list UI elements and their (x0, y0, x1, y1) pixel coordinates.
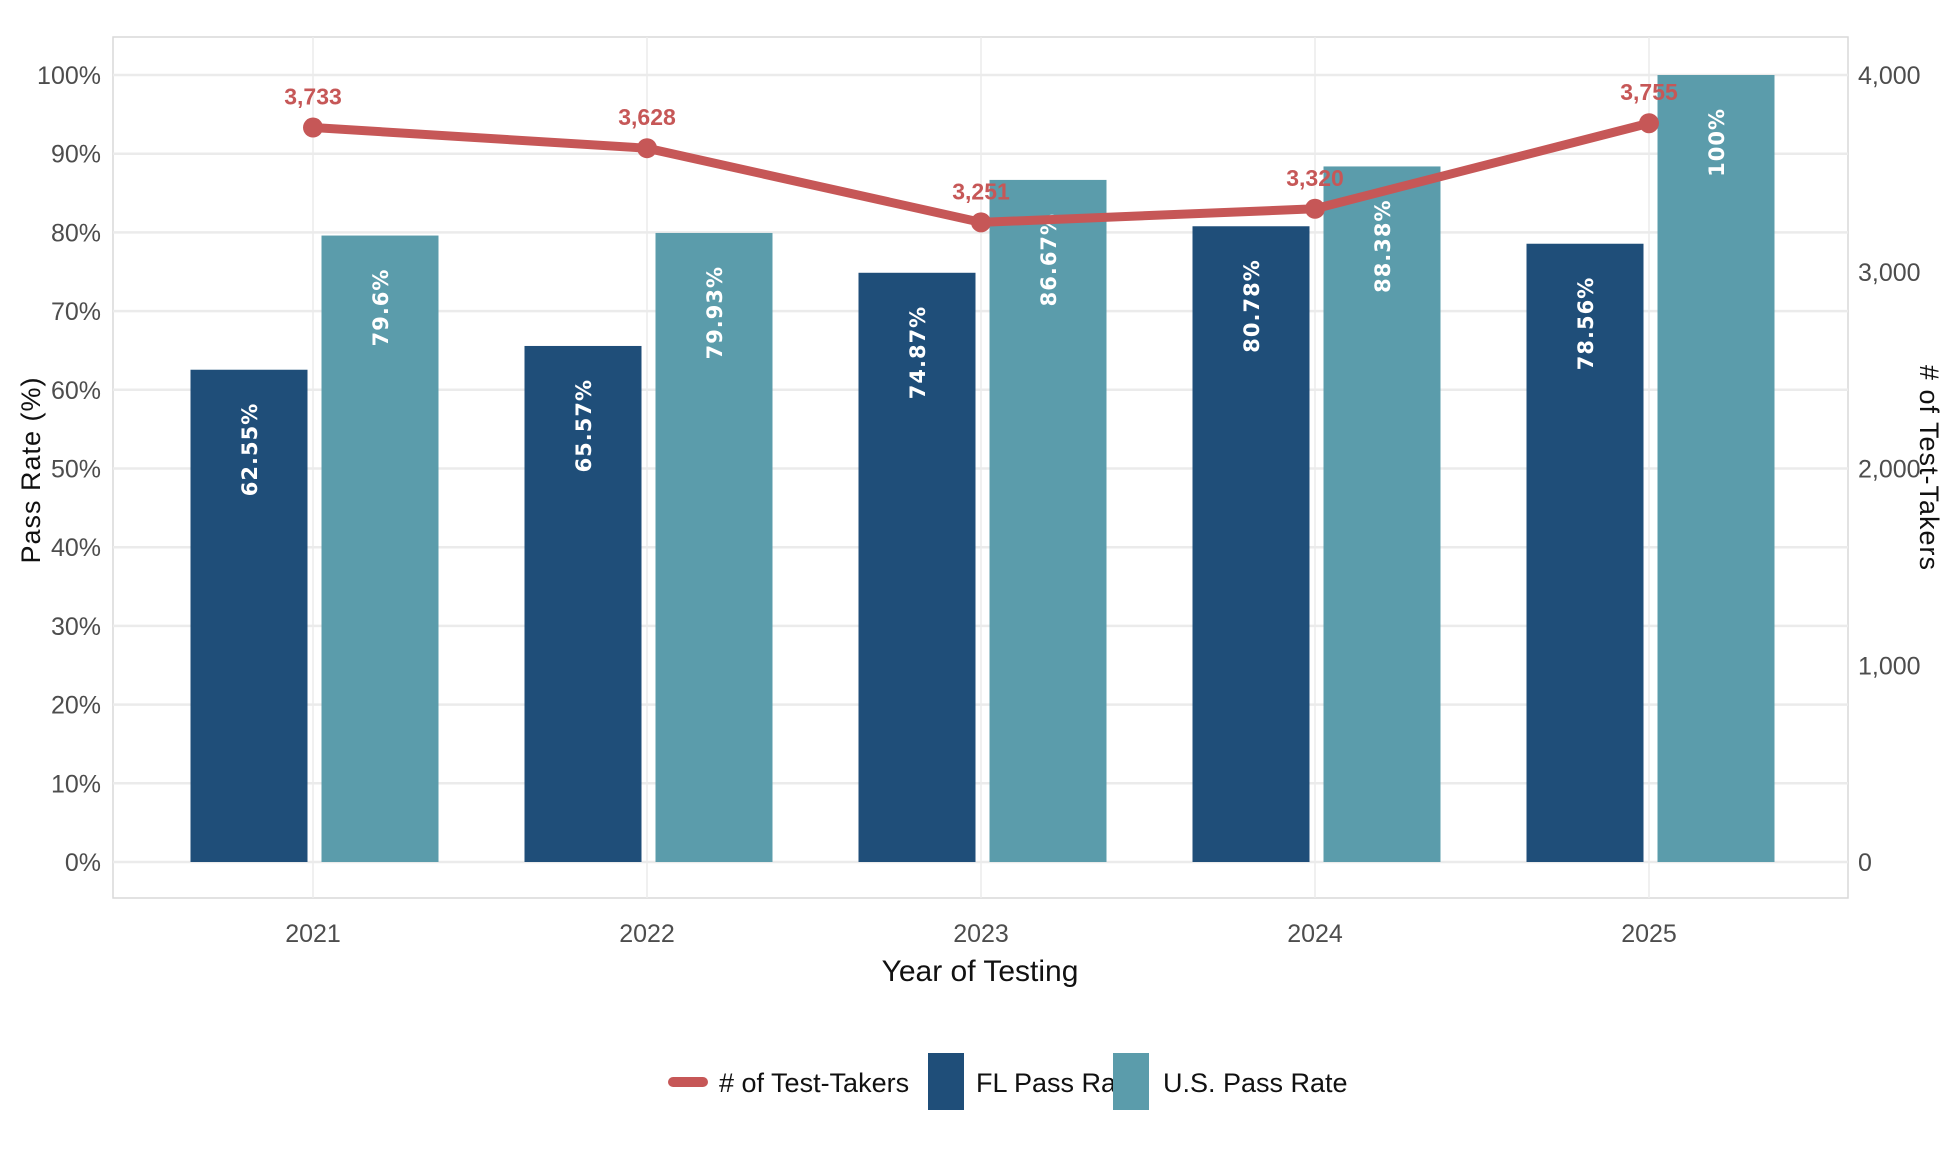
y2-tick-label: 1,000 (1858, 652, 1921, 680)
y2-axis-title: # of Test-Takers (1914, 365, 1944, 571)
y2-tick-label: 2,000 (1858, 456, 1921, 484)
y-tick-label: 70% (51, 298, 101, 326)
y-tick-label: 60% (51, 377, 101, 405)
test-takers-label: 3,251 (952, 178, 1010, 204)
x-tick-label: 2024 (1287, 920, 1343, 948)
test-takers-point (1305, 198, 1325, 219)
y2-tick-label: 0 (1858, 849, 1872, 877)
us-pass-rate-label: 79.6% (369, 269, 393, 347)
test-takers-point (637, 138, 657, 159)
test-takers-label: 3,320 (1286, 165, 1344, 191)
y-tick-label: 20% (51, 692, 101, 720)
y-tick-label: 40% (51, 534, 101, 562)
fl-pass-rate-label: 78.56% (1574, 277, 1598, 370)
y-tick-label: 50% (51, 456, 101, 484)
test-takers-point (971, 212, 991, 233)
fl-pass-rate-label: 74.87% (906, 306, 930, 399)
y-tick-label: 30% (51, 613, 101, 641)
y-tick-label: 90% (51, 141, 101, 169)
y-tick-label: 10% (51, 770, 101, 798)
test-takers-label: 3,755 (1620, 79, 1678, 105)
us-pass-rate-bar (655, 232, 773, 862)
fl-pass-rate-bar (858, 272, 976, 863)
y-axis-title: Pass Rate (%) (16, 376, 46, 563)
legend-label-test-takers: # of Test-Takers (719, 1068, 909, 1098)
y2-tick-label: 4,000 (1858, 62, 1921, 90)
us-pass-rate-bar (1657, 75, 1775, 862)
fl-pass-rate-label: 62.55% (238, 403, 262, 496)
x-tick-label: 2021 (285, 920, 341, 948)
y-tick-label: 0% (65, 849, 101, 877)
legend-label-us: U.S. Pass Rate (1163, 1068, 1348, 1098)
fl-pass-rate-label: 65.57% (572, 379, 596, 472)
x-tick-label: 2022 (619, 920, 675, 948)
legend-swatch-fl (928, 1053, 964, 1110)
legend-label-fl: FL Pass Rate (976, 1068, 1139, 1098)
us-pass-rate-label: 88.38% (1371, 199, 1395, 292)
legend-swatch-us (1113, 1053, 1149, 1110)
test-takers-label: 3,733 (284, 84, 342, 110)
fl-pass-rate-bar (1192, 226, 1310, 862)
x-axis-title: Year of Testing (882, 955, 1079, 988)
us-pass-rate-label: 86.67% (1037, 213, 1061, 306)
fl-pass-rate-bar (524, 345, 642, 862)
x-tick-label: 2023 (953, 920, 1009, 948)
us-pass-rate-label: 79.93% (703, 266, 727, 359)
fl-pass-rate-label: 80.78% (1240, 259, 1264, 352)
x-tick-label: 2025 (1621, 920, 1677, 948)
test-takers-point (1639, 113, 1659, 134)
fl-pass-rate-bar (190, 369, 308, 862)
us-pass-rate-bar (321, 235, 439, 863)
us-pass-rate-bar (1323, 166, 1441, 862)
test-takers-label: 3,628 (618, 104, 676, 130)
fl-pass-rate-bar (1526, 243, 1644, 863)
y-tick-label: 80% (51, 219, 101, 247)
us-pass-rate-label: 100% (1705, 108, 1729, 177)
y2-tick-label: 3,000 (1858, 259, 1921, 287)
y-tick-label: 100% (37, 62, 101, 90)
us-pass-rate-bar (989, 179, 1107, 862)
test-takers-point (303, 117, 323, 138)
